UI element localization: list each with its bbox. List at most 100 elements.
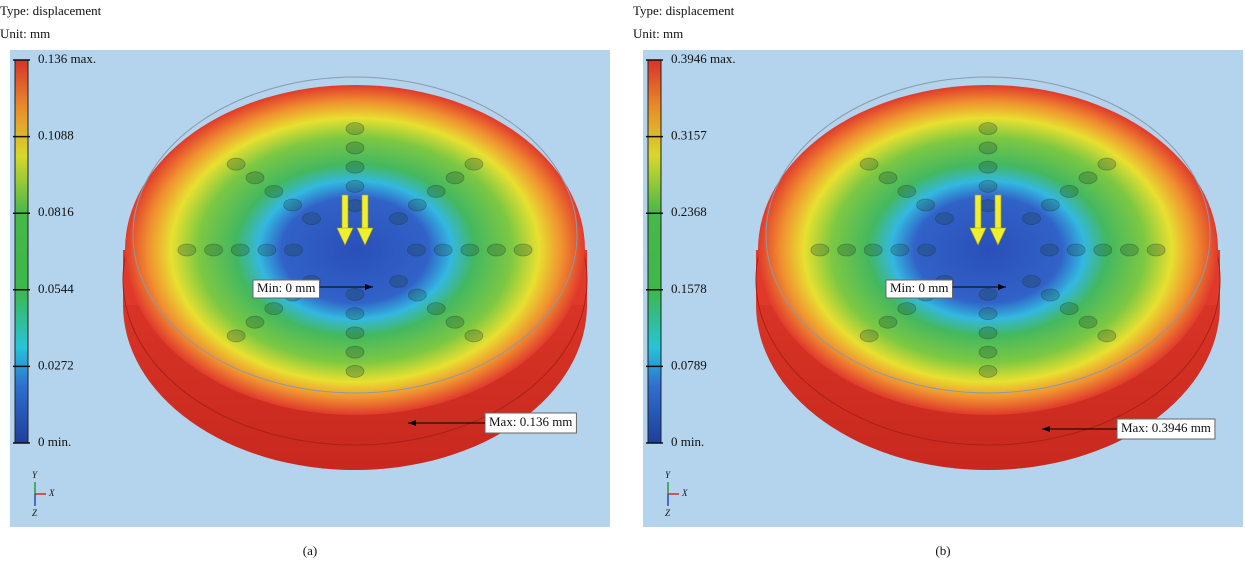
hole bbox=[465, 158, 483, 170]
hole bbox=[346, 288, 364, 300]
legend-label: 0 min. bbox=[38, 434, 71, 449]
hole bbox=[258, 244, 276, 256]
hole bbox=[1060, 185, 1078, 197]
legend-label: 0.0272 bbox=[38, 357, 74, 372]
hole bbox=[514, 244, 532, 256]
axis-x-label: X bbox=[48, 488, 55, 498]
legend-label: 0.3946 max. bbox=[671, 51, 736, 66]
hole bbox=[979, 308, 997, 320]
hole bbox=[1147, 244, 1165, 256]
hole bbox=[979, 180, 997, 192]
hole bbox=[284, 199, 302, 211]
hole bbox=[408, 199, 426, 211]
hole bbox=[487, 244, 505, 256]
hole bbox=[811, 244, 829, 256]
figure: Type: displacementUnit: mm0.136 max.0.10… bbox=[0, 0, 1245, 569]
hole bbox=[227, 330, 245, 342]
load-arrow-shaft bbox=[342, 195, 348, 230]
max-label: Max: 0.136 mm bbox=[489, 414, 572, 429]
hole bbox=[1060, 303, 1078, 315]
load-arrow-shaft bbox=[995, 195, 1001, 230]
hole bbox=[1094, 244, 1112, 256]
load-arrow-shaft bbox=[362, 195, 368, 230]
hole bbox=[898, 303, 916, 315]
legend-bar bbox=[15, 60, 28, 443]
legend-label: 0.1088 bbox=[38, 128, 74, 143]
hole bbox=[979, 123, 997, 135]
hole bbox=[178, 244, 196, 256]
hole bbox=[1022, 275, 1040, 287]
hole bbox=[389, 213, 407, 225]
hole bbox=[389, 275, 407, 287]
hole bbox=[346, 142, 364, 154]
hole bbox=[1098, 158, 1116, 170]
hole bbox=[265, 185, 283, 197]
caption: (a) bbox=[303, 543, 317, 558]
hole bbox=[917, 199, 935, 211]
hole bbox=[864, 244, 882, 256]
hole bbox=[898, 185, 916, 197]
hole bbox=[891, 244, 909, 256]
hole bbox=[427, 185, 445, 197]
hole bbox=[285, 244, 303, 256]
hole bbox=[936, 213, 954, 225]
hole bbox=[860, 330, 878, 342]
hole bbox=[265, 303, 283, 315]
hole bbox=[979, 327, 997, 339]
hole bbox=[1120, 244, 1138, 256]
hole bbox=[838, 244, 856, 256]
max-label: Max: 0.3946 mm bbox=[1121, 420, 1211, 435]
hole bbox=[979, 142, 997, 154]
hole bbox=[465, 330, 483, 342]
hole bbox=[346, 346, 364, 358]
unit-line: Unit: mm bbox=[0, 26, 50, 41]
hole bbox=[1041, 289, 1059, 301]
hole bbox=[1079, 172, 1097, 184]
legend-label: 0.0816 bbox=[38, 204, 74, 219]
hole bbox=[346, 200, 364, 212]
legend-label: 0.0544 bbox=[38, 281, 74, 296]
hole bbox=[346, 308, 364, 320]
hole bbox=[979, 365, 997, 377]
legend-label: 0.0789 bbox=[671, 357, 707, 372]
hole bbox=[979, 200, 997, 212]
hole bbox=[408, 289, 426, 301]
legend-label: 0.3157 bbox=[671, 128, 707, 143]
hole bbox=[1067, 244, 1085, 256]
hole bbox=[231, 244, 249, 256]
legend-label: 0.2368 bbox=[671, 204, 707, 219]
hole bbox=[446, 316, 464, 328]
unit-line: Unit: mm bbox=[633, 26, 683, 41]
hole bbox=[1041, 199, 1059, 211]
hole bbox=[879, 172, 897, 184]
hole bbox=[346, 123, 364, 135]
hole bbox=[205, 244, 223, 256]
min-label: Min: 0 mm bbox=[890, 280, 949, 295]
hole bbox=[1041, 244, 1059, 256]
hole bbox=[1079, 316, 1097, 328]
axis-x-label: X bbox=[681, 488, 688, 498]
hole bbox=[427, 303, 445, 315]
hole bbox=[346, 161, 364, 173]
hole bbox=[979, 346, 997, 358]
load-arrow-shaft bbox=[975, 195, 981, 230]
hole bbox=[879, 316, 897, 328]
min-label: Min: 0 mm bbox=[257, 280, 316, 295]
panel: Type: displacement Unit: mm 0.3946 max. 0.3… bbox=[633, 3, 1243, 558]
hole bbox=[1098, 330, 1116, 342]
legend-label: 0.1578 bbox=[671, 281, 707, 296]
type-line: Type: displacement bbox=[0, 3, 102, 18]
hole bbox=[918, 244, 936, 256]
hole bbox=[446, 172, 464, 184]
legend-bar bbox=[648, 60, 661, 443]
hole bbox=[246, 316, 264, 328]
hole bbox=[1022, 213, 1040, 225]
type-line: Type: displacement bbox=[633, 3, 735, 18]
caption: (b) bbox=[935, 543, 950, 558]
hole bbox=[346, 180, 364, 192]
hole bbox=[303, 213, 321, 225]
hole bbox=[227, 158, 245, 170]
hole bbox=[408, 244, 426, 256]
hole bbox=[346, 365, 364, 377]
